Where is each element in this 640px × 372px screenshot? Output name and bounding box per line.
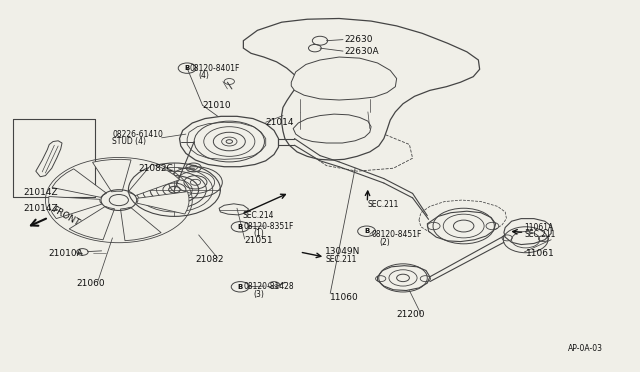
Polygon shape bbox=[93, 159, 131, 192]
Text: B: B bbox=[184, 65, 190, 71]
Polygon shape bbox=[52, 169, 106, 197]
Text: 21200: 21200 bbox=[397, 311, 425, 320]
Text: 13049N: 13049N bbox=[325, 247, 360, 256]
Polygon shape bbox=[293, 114, 371, 143]
Text: SEC.211: SEC.211 bbox=[325, 255, 356, 264]
Polygon shape bbox=[137, 192, 189, 214]
Text: 21082: 21082 bbox=[195, 255, 224, 264]
Text: 21060: 21060 bbox=[76, 279, 105, 288]
Polygon shape bbox=[120, 207, 161, 241]
Text: (4): (4) bbox=[198, 71, 209, 80]
Text: 08226-61410: 08226-61410 bbox=[113, 129, 163, 139]
Text: SEC.211: SEC.211 bbox=[367, 200, 399, 209]
Polygon shape bbox=[291, 57, 397, 100]
Polygon shape bbox=[69, 206, 115, 240]
Text: 21014Z: 21014Z bbox=[24, 188, 58, 197]
Polygon shape bbox=[49, 196, 102, 219]
Circle shape bbox=[178, 63, 196, 73]
Text: B: B bbox=[237, 284, 243, 290]
Text: 21082C: 21082C bbox=[139, 164, 173, 173]
Text: (1): (1) bbox=[253, 229, 264, 238]
Polygon shape bbox=[128, 164, 180, 196]
Text: 21014: 21014 bbox=[266, 118, 294, 127]
Polygon shape bbox=[504, 219, 551, 244]
Text: 22630: 22630 bbox=[344, 35, 372, 44]
Text: 11061A: 11061A bbox=[524, 223, 554, 232]
Text: 22630A: 22630A bbox=[344, 47, 379, 56]
Text: 11061: 11061 bbox=[525, 249, 554, 258]
Polygon shape bbox=[219, 204, 248, 215]
Circle shape bbox=[231, 222, 249, 232]
Text: 08120-8401F: 08120-8401F bbox=[189, 64, 240, 73]
Text: FRONT: FRONT bbox=[51, 205, 81, 228]
Circle shape bbox=[231, 282, 249, 292]
Text: (3): (3) bbox=[253, 290, 264, 299]
Text: SEC.214: SEC.214 bbox=[242, 211, 273, 220]
Polygon shape bbox=[378, 266, 430, 291]
Text: 21010: 21010 bbox=[202, 101, 231, 110]
Circle shape bbox=[358, 226, 376, 236]
Text: 21014Z: 21014Z bbox=[24, 204, 58, 213]
Text: 11060: 11060 bbox=[330, 294, 359, 302]
Text: STUD (4): STUD (4) bbox=[113, 137, 147, 146]
Text: B: B bbox=[364, 228, 369, 234]
Polygon shape bbox=[179, 116, 278, 167]
Polygon shape bbox=[187, 122, 266, 159]
Text: 21010A: 21010A bbox=[49, 249, 83, 258]
Text: (2): (2) bbox=[380, 238, 390, 247]
Text: AP-0A-03: AP-0A-03 bbox=[568, 344, 603, 353]
Polygon shape bbox=[428, 211, 495, 241]
Text: 08120-8351F: 08120-8351F bbox=[243, 222, 294, 231]
Text: 08120-81428: 08120-81428 bbox=[243, 282, 294, 291]
Text: 21051: 21051 bbox=[244, 236, 273, 246]
Polygon shape bbox=[243, 19, 479, 160]
Text: 08120-8451F: 08120-8451F bbox=[371, 230, 422, 240]
Text: B: B bbox=[237, 224, 243, 230]
Text: SEC.211: SEC.211 bbox=[524, 230, 556, 240]
